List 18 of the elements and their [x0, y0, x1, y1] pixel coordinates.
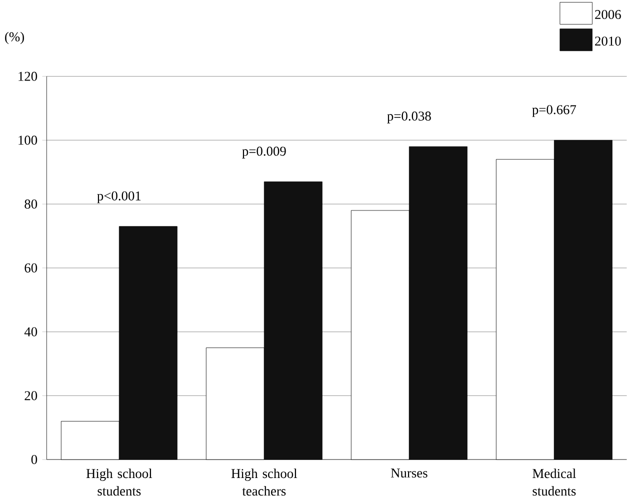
legend-label: 2010	[595, 36, 621, 46]
annotation: p=0.667	[532, 105, 576, 117]
y-tick-label: 40	[24, 327, 38, 336]
y-axis-title: (%)	[5, 32, 24, 44]
y-tick-label: 100	[18, 136, 38, 145]
y-tick-label: 0	[31, 454, 38, 464]
y-tick-label: 60	[24, 263, 38, 272]
y-tick-label: 80	[24, 199, 38, 209]
x-tick-label: Medical students	[532, 468, 576, 496]
annotation: p=0.009	[242, 146, 286, 158]
annotation: p<0.001	[97, 191, 141, 204]
y-tick-label: 20	[24, 391, 38, 400]
y-tick-label: 120	[18, 72, 38, 81]
legend-label: 2006	[595, 10, 621, 20]
x-tick-label: Nurses	[390, 468, 428, 478]
x-tick-label: High school students	[86, 468, 152, 496]
annotation: p=0.038	[387, 112, 431, 124]
x-tick-label: High school teachers	[231, 468, 298, 496]
